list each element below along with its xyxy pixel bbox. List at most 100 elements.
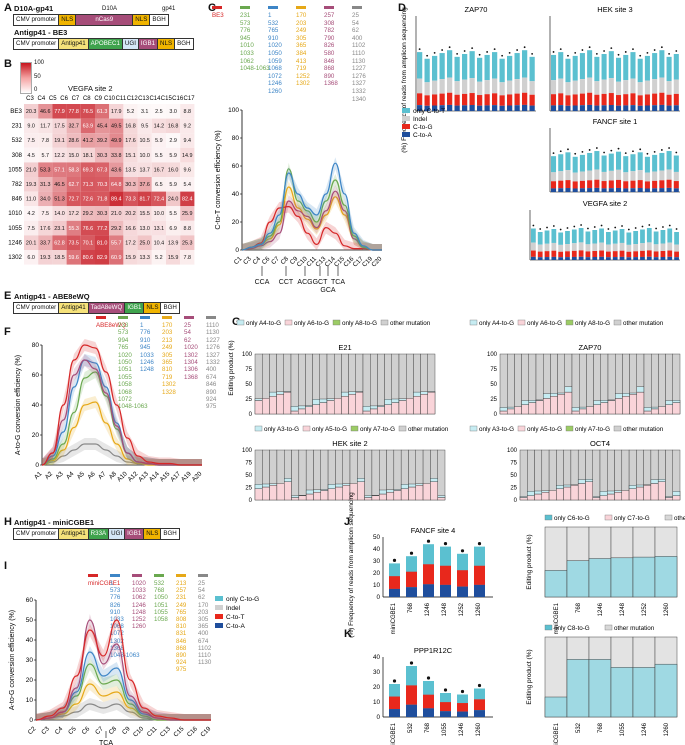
heatmap-cell xyxy=(123,104,138,119)
bar-segment xyxy=(579,53,585,80)
bar-segment xyxy=(432,94,438,106)
bar-segment xyxy=(667,250,673,257)
bar-segment xyxy=(565,82,571,96)
bar-segment xyxy=(579,188,585,192)
bar-segment xyxy=(544,243,550,252)
heatmap-cell xyxy=(52,118,67,134)
heatmap-cell xyxy=(24,147,39,163)
legend-label: only A6-to-G xyxy=(294,320,329,327)
heatmap-col-label: C7 xyxy=(72,96,80,102)
heatmap-cell xyxy=(166,191,181,207)
legend-variant: 62 xyxy=(352,27,359,35)
legend-label: only A4-to-G xyxy=(479,320,514,327)
bar-segment xyxy=(623,172,629,182)
legend-variant: 1368 xyxy=(324,80,338,88)
bar-segment xyxy=(423,584,434,597)
bar xyxy=(588,659,612,718)
bar-segment xyxy=(558,78,564,94)
bar-segment xyxy=(587,92,593,105)
legend-label: other mutation xyxy=(674,515,685,522)
bar-segment xyxy=(585,257,591,260)
heatmap-value: 15.5 xyxy=(139,211,150,217)
bar-segment xyxy=(608,153,614,171)
heatmap-row-label: 231 xyxy=(12,123,23,130)
bar-segment xyxy=(422,483,431,501)
legend-swatch xyxy=(402,116,410,121)
bar-segment xyxy=(564,391,573,415)
heatmap-colorbar xyxy=(20,62,32,94)
heatmap-cell xyxy=(38,250,53,265)
legend-variant: 846 xyxy=(176,637,187,645)
bar-segment xyxy=(621,490,630,501)
legend-swatch xyxy=(469,319,478,326)
heatmap-cell xyxy=(137,133,152,148)
bar-segment xyxy=(312,399,320,405)
legend-variant: 413 xyxy=(296,57,307,65)
legend-swatch xyxy=(215,623,223,628)
heatmap-value: 82.9 xyxy=(97,255,108,261)
y-tick-label: 100 xyxy=(242,352,253,358)
bar-segment xyxy=(507,105,513,111)
bar-segment xyxy=(551,94,557,106)
heatmap-row-label: 782 xyxy=(12,181,23,188)
bar-segment xyxy=(537,244,543,252)
heatmap-cell xyxy=(123,235,138,250)
heatmap-value: 17.9 xyxy=(111,109,122,115)
bar-segment xyxy=(333,398,342,415)
legend-color-bar xyxy=(352,6,362,9)
heatmap-value: 5.9 xyxy=(169,182,177,188)
data-point xyxy=(463,50,466,52)
data-point xyxy=(617,53,620,56)
legend-label: other mutation xyxy=(408,426,449,433)
bar-segment xyxy=(507,55,513,81)
bar-segment xyxy=(400,484,409,489)
bar-segment xyxy=(469,105,475,111)
bar-segment xyxy=(650,483,659,501)
bar-segment xyxy=(319,402,328,415)
legend-variant: 1055 xyxy=(154,608,168,616)
legend-label: only C7-to-G xyxy=(614,515,650,522)
bar-segment xyxy=(619,242,625,251)
heatmap-cell xyxy=(95,220,110,236)
legend-variant: 1327 xyxy=(206,351,220,359)
bar-segment xyxy=(529,105,535,111)
bar-segment xyxy=(377,353,385,415)
heatmap-value: 70.1 xyxy=(83,240,94,246)
heatmap-cell xyxy=(38,177,53,192)
motif-label: CCT xyxy=(279,279,294,286)
bar-segment xyxy=(514,406,522,415)
bar xyxy=(654,663,678,718)
heatmap-cell xyxy=(166,177,181,192)
bar-segment xyxy=(423,564,434,585)
data-point xyxy=(610,47,613,50)
subplot-title: ZAP70 xyxy=(579,343,602,352)
heatmap-row-label: 1055 xyxy=(8,166,22,173)
legend-variant: 170 xyxy=(296,12,307,19)
bar-segment xyxy=(484,94,490,106)
legend-variant: 365 xyxy=(296,42,307,50)
bar-segment xyxy=(628,485,637,489)
bar-segment xyxy=(514,79,520,94)
heatmap-cell xyxy=(180,118,195,134)
bar-segment xyxy=(644,181,650,189)
legend-swatch xyxy=(398,425,407,432)
bar-segment xyxy=(544,257,550,260)
bar-segment xyxy=(646,250,652,257)
data-point xyxy=(614,226,617,229)
heatmap-cell xyxy=(137,250,152,265)
bar-segment xyxy=(305,489,314,495)
heatmap-value: 30.3 xyxy=(97,153,108,159)
legend-variant: 1248 xyxy=(140,366,154,374)
heatmap-value: 17.2 xyxy=(68,211,79,217)
series-band xyxy=(36,658,211,720)
bar-segment xyxy=(437,495,446,498)
construct-part: CMV promoter xyxy=(13,14,60,26)
legend-color-bar xyxy=(176,574,186,577)
bar-segment xyxy=(499,410,508,415)
heatmap-cell xyxy=(180,104,195,119)
bar-segment xyxy=(652,105,658,111)
data-point xyxy=(660,46,663,49)
x-tick-label: miniCGBE1 xyxy=(554,602,560,634)
legend-variant: 776 xyxy=(140,329,151,337)
panel-letter-a: A xyxy=(4,2,12,14)
